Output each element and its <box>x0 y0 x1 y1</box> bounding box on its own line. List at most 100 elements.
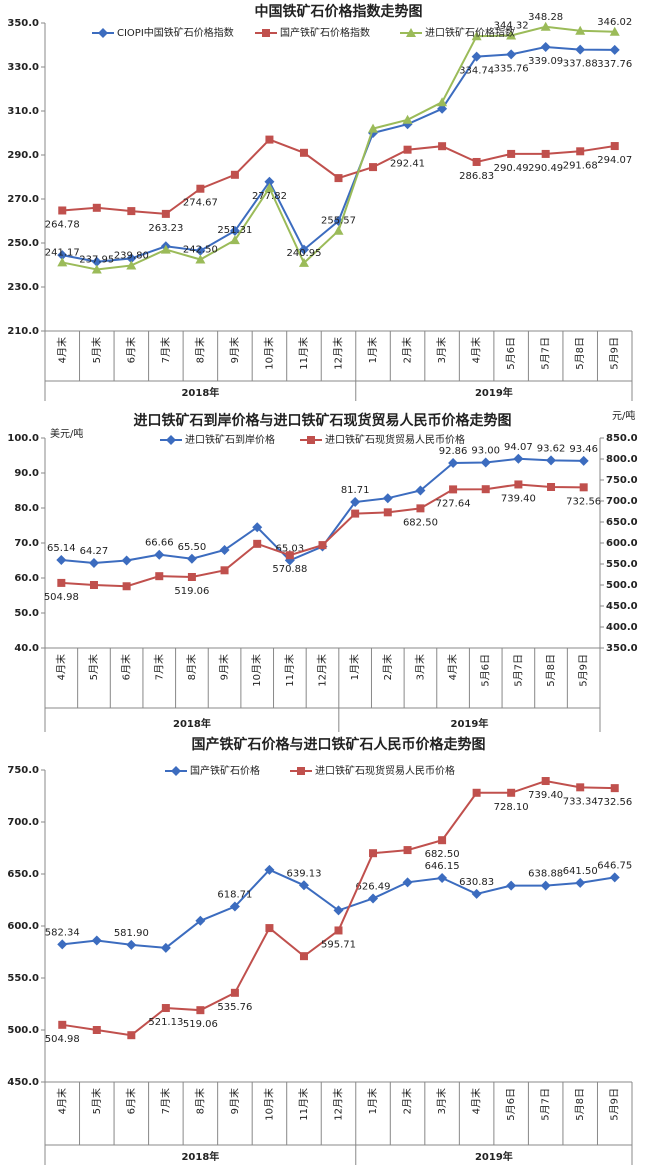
value-label: 346.02 <box>597 17 632 28</box>
point <box>264 183 275 192</box>
value-label: 240.95 <box>286 248 321 259</box>
point <box>402 877 413 888</box>
point <box>298 880 309 891</box>
point <box>121 555 132 566</box>
point <box>298 257 309 267</box>
x-tick-label: 1月末 <box>348 654 361 680</box>
value-label: 344.32 <box>494 20 529 31</box>
point <box>368 893 379 904</box>
legend-marker <box>406 28 416 37</box>
legend-label: 进口铁矿石现货贸易人民币价格 <box>315 764 455 777</box>
y-tick-label: 230.0 <box>7 282 39 293</box>
point <box>540 21 551 31</box>
point <box>609 44 620 55</box>
point <box>403 145 412 154</box>
point <box>351 509 360 518</box>
point <box>265 924 274 933</box>
point <box>403 846 412 855</box>
point <box>438 142 447 151</box>
point <box>219 545 230 555</box>
point <box>513 453 524 464</box>
point <box>437 873 448 884</box>
point <box>91 935 102 946</box>
point <box>252 522 263 533</box>
point <box>402 114 413 124</box>
x-tick-label: 5月7日 <box>512 654 524 687</box>
chart-title: 国产铁矿石价格与进口铁矿石人民币价格走势图 <box>192 736 486 753</box>
y-tick-label: 60.0 <box>14 573 39 584</box>
x-tick-label: 5月8日 <box>545 654 557 687</box>
point <box>610 142 619 151</box>
value-label: 263.23 <box>148 223 183 234</box>
value-label: 292.41 <box>390 159 425 170</box>
value-label: 241.17 <box>45 247 80 258</box>
point <box>285 551 294 560</box>
value-label: 570.88 <box>272 564 307 575</box>
point <box>369 849 378 858</box>
point <box>92 203 101 212</box>
point <box>438 836 447 845</box>
point <box>609 872 620 883</box>
x-tick-label: 11月末 <box>283 654 296 687</box>
point <box>507 149 516 158</box>
value-label: 294.07 <box>597 155 632 166</box>
point <box>196 1006 205 1015</box>
point <box>161 209 170 218</box>
value-label: 733.34 <box>563 796 598 807</box>
x-tick-label: 9月末 <box>218 654 231 680</box>
value-label: 739.40 <box>528 790 563 801</box>
value-label: 81.71 <box>341 485 370 496</box>
value-label: 277.82 <box>252 191 287 202</box>
value-label: 94.07 <box>504 442 533 453</box>
value-label: 728.10 <box>494 802 529 813</box>
y-tick-label: 450.0 <box>7 1077 39 1088</box>
value-label: 504.98 <box>45 1034 80 1045</box>
point <box>160 942 171 953</box>
value-label: 337.76 <box>597 59 632 70</box>
legend-label: 国产铁矿石价格 <box>190 764 260 777</box>
value-label: 290.49 <box>528 163 563 174</box>
x-tick-label: 5月8日 <box>574 337 586 370</box>
x-tick-label: 5月9日 <box>578 654 590 687</box>
x-tick-label: 5月末 <box>90 337 103 363</box>
x-tick-label: 9月末 <box>228 337 241 363</box>
value-label: 519.06 <box>183 1019 218 1030</box>
x-tick-label: 7月末 <box>159 337 172 363</box>
point <box>506 49 517 60</box>
point <box>127 1031 136 1040</box>
point <box>160 244 171 254</box>
x-tick-label: 5月9日 <box>609 1088 621 1121</box>
chart-title: 中国铁矿石价格指数走势图 <box>255 3 423 20</box>
x-tick-label: 4月末 <box>55 337 68 363</box>
y2-tick-label: 450.0 <box>606 601 638 612</box>
point <box>449 485 458 494</box>
value-label: 239.80 <box>114 250 149 261</box>
y2-tick-label: 550.0 <box>606 559 638 570</box>
value-label: 255.57 <box>321 216 356 227</box>
y-tick-label: 250.0 <box>7 238 39 249</box>
point <box>264 864 275 875</box>
y-tick-label: 600.0 <box>7 921 39 932</box>
point <box>58 1020 67 1029</box>
value-label: 646.75 <box>597 860 632 871</box>
value-label: 335.76 <box>494 63 529 74</box>
value-label: 251.31 <box>217 225 252 236</box>
value-label: 618.71 <box>217 890 252 901</box>
value-label: 582.34 <box>45 927 80 938</box>
point <box>506 30 517 40</box>
value-label: 64.27 <box>80 546 109 557</box>
x-tick-label: 3月末 <box>413 654 426 680</box>
value-label: 286.83 <box>459 171 494 182</box>
point <box>383 508 392 517</box>
point <box>610 784 619 793</box>
point <box>299 148 308 157</box>
value-label: 93.46 <box>569 444 598 455</box>
group-label: 2018年 <box>173 717 211 730</box>
legend-marker <box>262 29 270 37</box>
legend-marker <box>307 436 315 444</box>
point <box>575 25 586 35</box>
x-tick-label: 6月末 <box>124 1088 137 1114</box>
x-tick-label: 11月末 <box>297 337 310 370</box>
point <box>187 572 196 581</box>
